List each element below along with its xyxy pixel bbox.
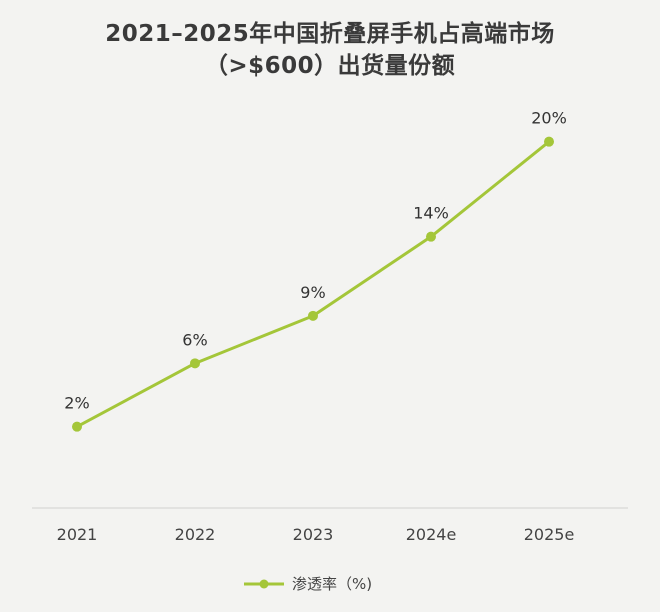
data-point xyxy=(72,421,82,432)
x-tick-label: 2023 xyxy=(293,525,334,544)
x-tick-label: 2022 xyxy=(175,525,216,544)
legend-marker-icon xyxy=(259,579,269,589)
data-label: 9% xyxy=(300,283,325,302)
x-tick-labels: 2021 2022 2023 2024e 2025e xyxy=(57,525,575,544)
data-label: 20% xyxy=(531,109,567,128)
chart-title: 2021–2025年中国折叠屏手机占高端市场 xyxy=(105,21,555,47)
data-labels: 2% 6% 9% 14% 20% xyxy=(64,109,566,413)
x-tick-label: 2025e xyxy=(524,525,575,544)
data-label: 2% xyxy=(64,394,89,413)
data-point xyxy=(308,310,318,321)
data-label: 14% xyxy=(413,204,449,223)
data-point xyxy=(426,231,436,242)
data-label: 6% xyxy=(182,330,207,349)
x-tick-label: 2021 xyxy=(57,525,98,544)
x-tick-label: 2024e xyxy=(406,525,457,544)
legend: 渗透率（%) xyxy=(244,575,372,593)
data-point xyxy=(544,136,554,147)
chart-subtitle: （>$600）出货量份额 xyxy=(204,53,456,79)
data-point xyxy=(190,358,200,369)
legend-label: 渗透率（%) xyxy=(292,575,372,593)
data-points xyxy=(72,136,554,432)
